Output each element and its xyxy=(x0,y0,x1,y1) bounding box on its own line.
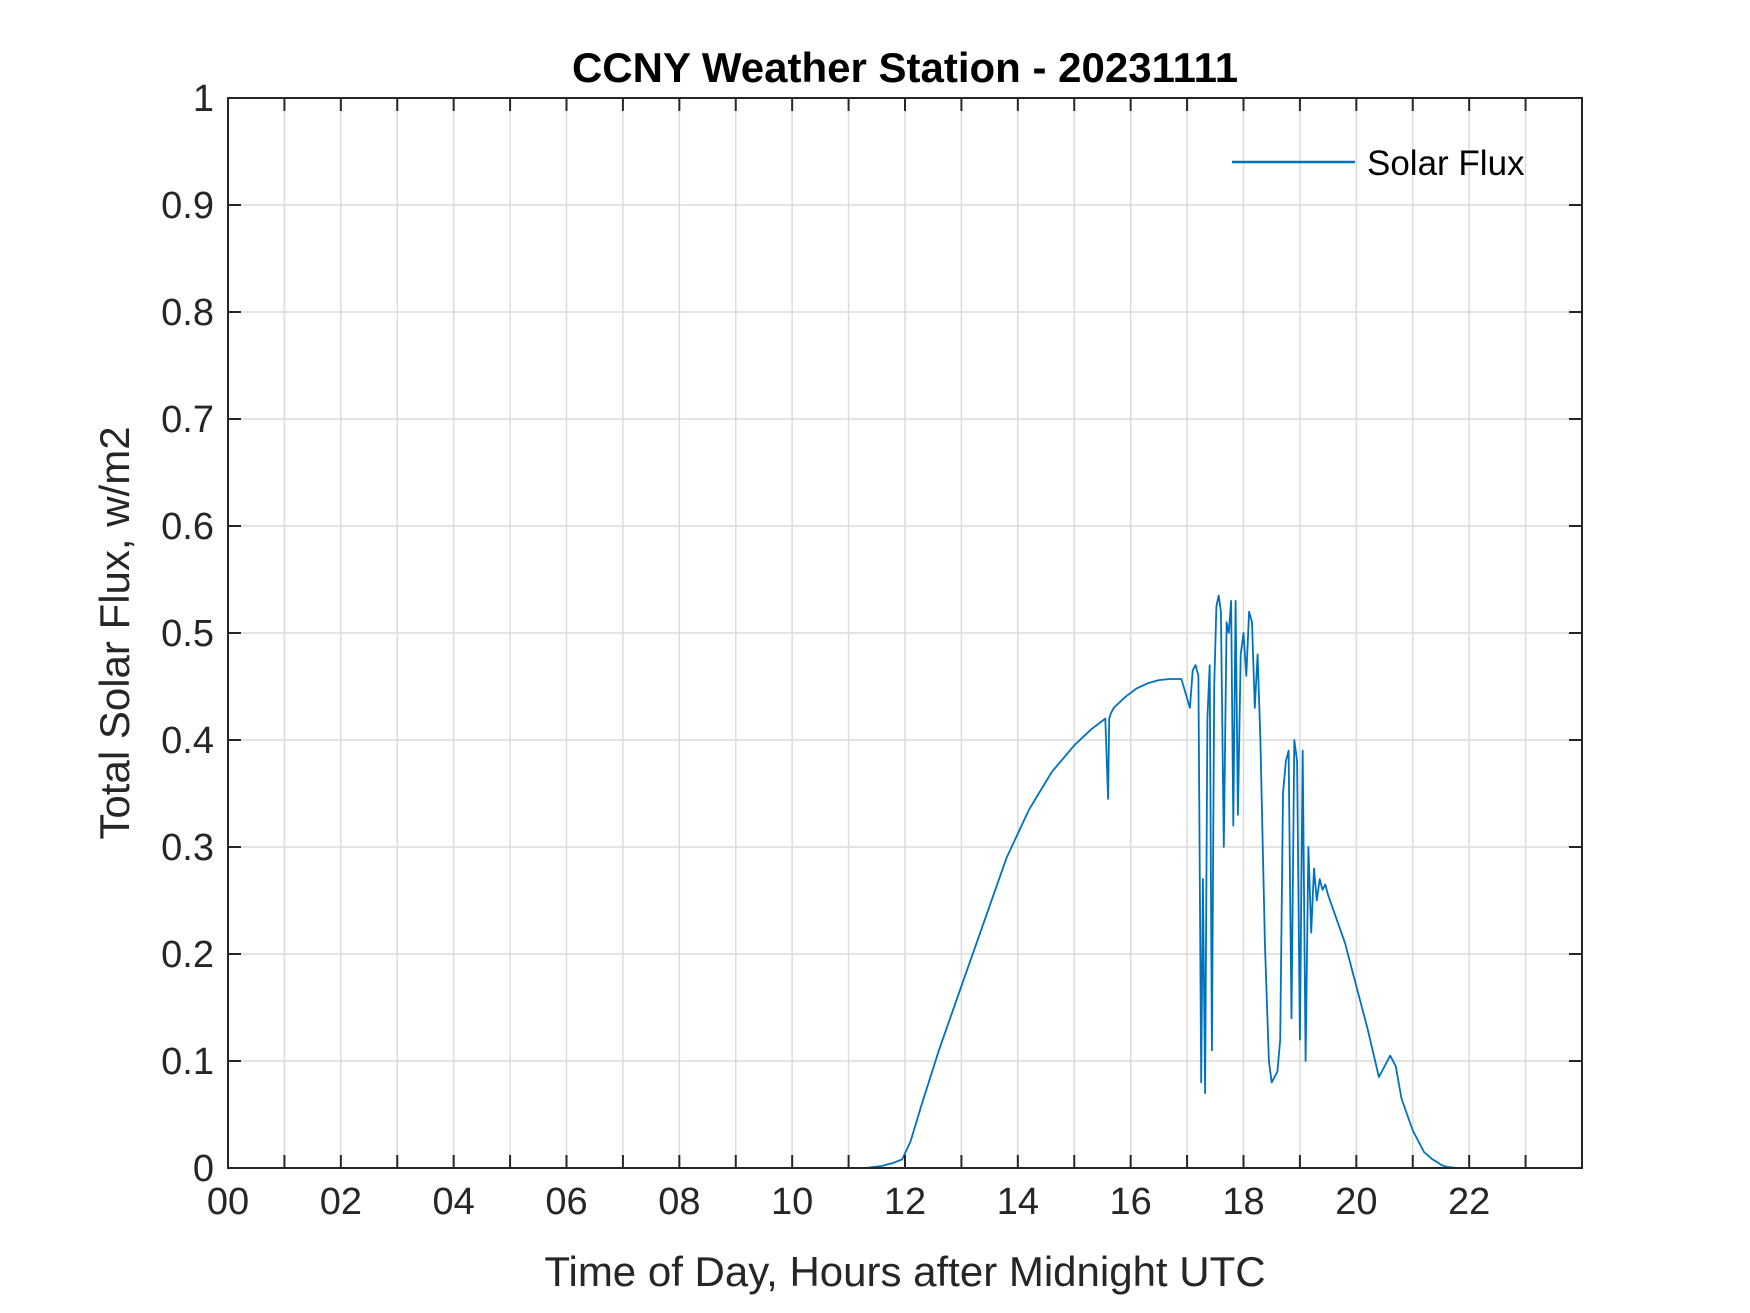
y-tick-label: 0 xyxy=(193,1148,214,1190)
y-tick-label: 0.1 xyxy=(161,1041,214,1083)
x-axis-label: Time of Day, Hours after Midnight UTC xyxy=(544,1248,1265,1295)
x-tick-label: 18 xyxy=(1222,1181,1264,1223)
legend: Solar Flux xyxy=(1232,144,1525,183)
y-tick-label: 0.4 xyxy=(161,720,214,762)
x-tick-label: 22 xyxy=(1448,1181,1490,1223)
y-tick-label: 0.9 xyxy=(161,185,214,227)
x-tick-label: 02 xyxy=(320,1181,362,1223)
chart-title: CCNY Weather Station - 20231111 xyxy=(572,44,1238,91)
y-tick-label: 0.8 xyxy=(161,292,214,334)
y-tick-label: 0.2 xyxy=(161,934,214,976)
x-tick-label: 16 xyxy=(1110,1181,1152,1223)
x-tick-label: 14 xyxy=(997,1181,1039,1223)
x-tick-label: 08 xyxy=(658,1181,700,1223)
y-tick-label: 0.3 xyxy=(161,827,214,869)
x-tick-label: 10 xyxy=(771,1181,813,1223)
y-tick-label: 0.5 xyxy=(161,613,214,655)
x-tick-label: 00 xyxy=(207,1181,249,1223)
x-tick-label: 12 xyxy=(884,1181,926,1223)
grid-layer xyxy=(228,98,1582,1168)
x-tick-label: 06 xyxy=(545,1181,587,1223)
series-layer xyxy=(228,594,1580,1169)
x-tick-label: 20 xyxy=(1335,1181,1377,1223)
y-axis-label: Total Solar Flux, w/m2 xyxy=(91,426,138,839)
legend-label-solar-flux: Solar Flux xyxy=(1367,144,1525,183)
y-tick-label: 0.6 xyxy=(161,506,214,548)
x-tick-label: 04 xyxy=(433,1181,475,1223)
y-tick-label: 1 xyxy=(193,78,214,120)
series-line-solar-flux xyxy=(228,594,1580,1169)
ticks-layer: 00 02 04 06 08 10 12 14 16 18 20 22 0 0.1 0.2 0.3 0.4 0.5… xyxy=(161,78,1582,1223)
y-tick-label: 0.7 xyxy=(161,399,214,441)
